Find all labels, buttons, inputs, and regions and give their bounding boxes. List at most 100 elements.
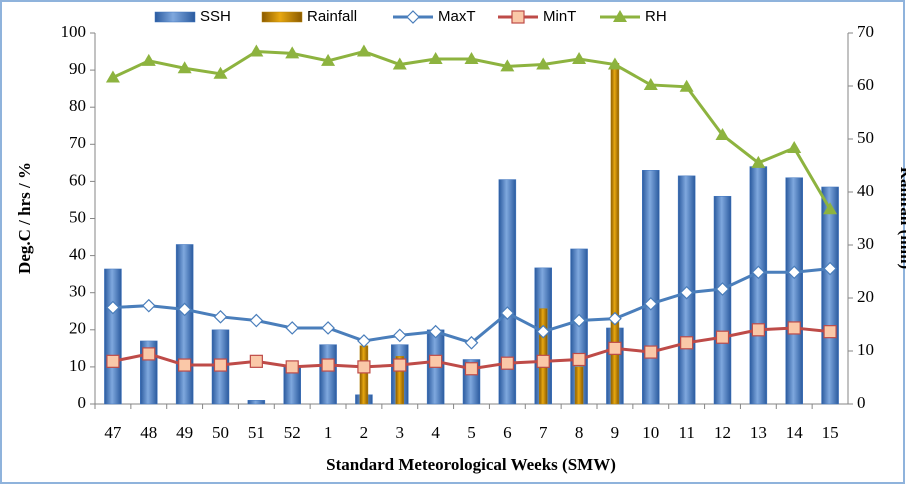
- x-tick-label: 48: [140, 423, 157, 442]
- x-tick-label: 52: [284, 423, 301, 442]
- y2-tick-label: 0: [857, 393, 866, 412]
- point: [823, 261, 837, 276]
- y-tick-label: 70: [69, 133, 86, 152]
- point: [536, 57, 551, 70]
- x-axis-label: Standard Meteorological Weeks (SMW): [326, 455, 616, 474]
- point: [823, 325, 837, 339]
- legend-marker: [613, 10, 627, 22]
- point: [823, 202, 838, 215]
- bar: [319, 344, 337, 405]
- point: [608, 311, 622, 326]
- point: [715, 128, 730, 141]
- legend-label: Rainfall: [307, 8, 357, 25]
- point: [643, 296, 658, 311]
- point: [500, 59, 515, 72]
- point: [177, 302, 192, 317]
- y-tick-label: 50: [69, 207, 86, 226]
- y2-tick-label: 70: [857, 22, 874, 41]
- legend-label: MinT: [543, 8, 576, 25]
- point: [249, 44, 264, 57]
- legend-swatch: [261, 11, 303, 23]
- x-tick-label: 2: [360, 423, 369, 442]
- point: [213, 309, 228, 324]
- y2-tick-label: 10: [857, 340, 874, 359]
- x-tick-label: 8: [575, 423, 584, 442]
- point: [357, 360, 371, 374]
- y-tick-label: 20: [69, 319, 86, 338]
- y2-tick-label: 60: [857, 75, 874, 94]
- x-tick-label: 13: [750, 423, 767, 442]
- bar: [574, 366, 584, 405]
- point: [213, 358, 228, 372]
- x-tick-label: 47: [104, 423, 122, 442]
- x-tick-label: 15: [822, 423, 839, 442]
- bar: [395, 356, 405, 405]
- x-tick-label: 12: [714, 423, 731, 442]
- point: [644, 345, 658, 359]
- point: [608, 341, 622, 355]
- y2-axis-label: Rainfall (mm): [897, 167, 906, 269]
- point: [500, 306, 515, 320]
- legend-label: MaxT: [438, 8, 476, 25]
- point: [428, 51, 443, 64]
- point: [536, 354, 550, 368]
- legend-label: RH: [645, 8, 667, 25]
- x-tick-label: 50: [212, 423, 229, 442]
- point: [572, 313, 586, 328]
- bar: [785, 177, 803, 405]
- x-tick-label: 1: [324, 423, 333, 442]
- point: [141, 298, 156, 313]
- x-tick-label: 49: [176, 423, 193, 442]
- point: [213, 66, 228, 79]
- y-tick-label: 40: [69, 245, 86, 264]
- bar: [359, 345, 369, 405]
- y-tick-label: 10: [69, 356, 86, 375]
- point: [643, 77, 658, 90]
- point: [464, 362, 479, 376]
- point: [142, 347, 156, 361]
- x-tick-label: 5: [467, 423, 476, 442]
- legend-label: SSH: [200, 8, 231, 25]
- y-tick-label: 100: [61, 22, 87, 41]
- point: [141, 53, 156, 66]
- x-tick-label: 4: [431, 423, 440, 442]
- y2-tick-label: 40: [857, 181, 874, 200]
- legend-marker: [511, 10, 525, 24]
- y-tick-label: 0: [78, 393, 87, 412]
- point: [106, 354, 120, 368]
- bar: [713, 195, 732, 405]
- x-tick-label: 10: [642, 423, 659, 442]
- point: [321, 53, 336, 66]
- bar: [247, 400, 266, 405]
- point: [572, 352, 586, 367]
- point: [392, 328, 407, 343]
- point: [285, 321, 300, 335]
- legend-marker: [406, 10, 420, 24]
- point: [249, 354, 263, 368]
- y-tick-label: 90: [69, 59, 86, 78]
- point: [500, 356, 514, 370]
- bar: [749, 166, 768, 405]
- point: [249, 313, 264, 328]
- point: [536, 324, 551, 339]
- point: [679, 79, 694, 92]
- point: [428, 324, 443, 339]
- bar: [498, 179, 517, 405]
- y-tick-label: 30: [69, 282, 86, 301]
- point: [177, 61, 192, 74]
- point: [607, 57, 622, 70]
- x-tick-label: 3: [396, 423, 405, 442]
- point: [321, 321, 335, 335]
- bar: [821, 186, 839, 405]
- point: [464, 51, 479, 64]
- point: [321, 358, 335, 372]
- point: [392, 57, 407, 70]
- point: [105, 70, 120, 83]
- x-tick-label: 9: [611, 423, 620, 442]
- y2-tick-label: 20: [857, 287, 874, 306]
- point: [680, 336, 694, 350]
- x-tick-label: 6: [503, 423, 512, 442]
- y-tick-label: 80: [69, 96, 86, 115]
